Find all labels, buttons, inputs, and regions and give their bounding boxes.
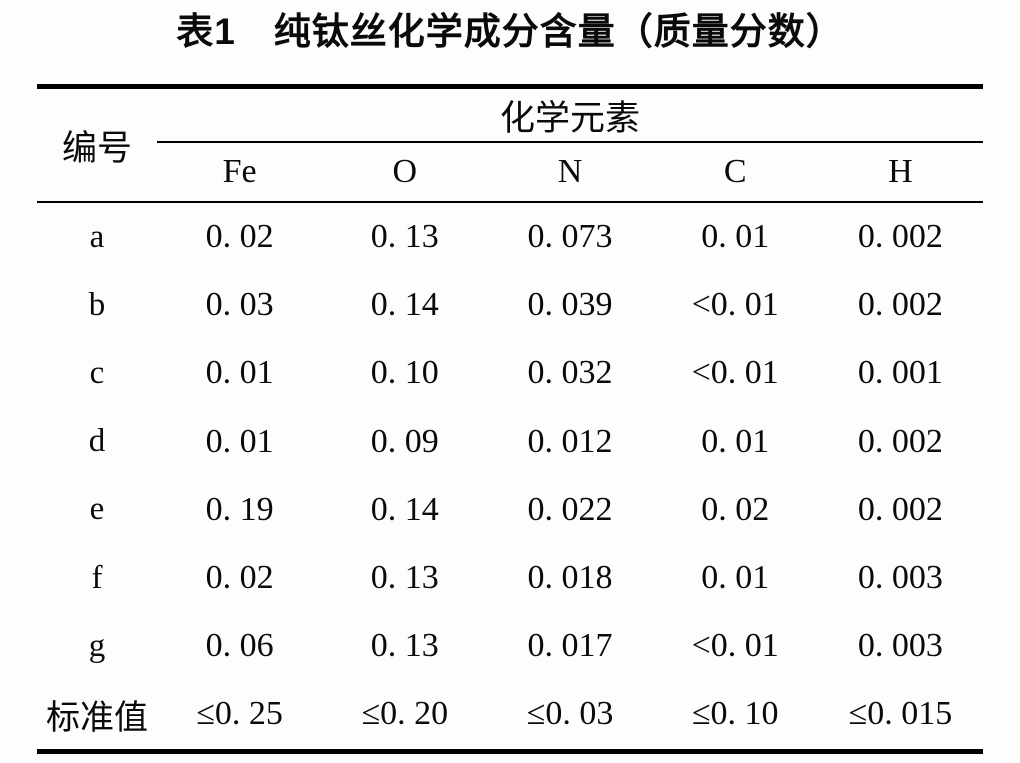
row-label: c [89, 354, 105, 391]
header-h: H [888, 153, 913, 190]
cell-c: ≤0. 10 [691, 695, 779, 733]
cell-h: 0. 002 [857, 286, 943, 324]
cell-c: <0. 01 [691, 286, 779, 324]
row-label: a [89, 218, 105, 255]
cell-o: 0. 13 [370, 627, 439, 665]
cell-c: 0. 01 [701, 559, 770, 597]
cell-h: ≤0. 015 [848, 695, 953, 733]
cell-o: 0. 13 [370, 559, 439, 597]
header-rule [37, 201, 983, 203]
cell-n: 0. 017 [527, 627, 613, 665]
row-label: 标准值 [46, 698, 148, 737]
cell-c: 0. 01 [701, 218, 770, 256]
cell-o: 0. 14 [370, 490, 439, 528]
header-o: O [392, 153, 418, 190]
header-c: C [723, 153, 747, 190]
cell-o: 0. 09 [370, 422, 439, 460]
cell-fe: 0. 02 [205, 218, 274, 256]
header-chemical-elements: 化学元素 [157, 89, 983, 143]
cell-fe: 0. 01 [205, 354, 274, 392]
cell-h: 0. 002 [857, 218, 943, 256]
cell-h: 0. 002 [857, 422, 943, 460]
cell-n: 0. 018 [527, 559, 613, 597]
table-row: e 0. 19 0. 14 0. 022 0. 02 0. 002 [37, 476, 983, 544]
table-row: d 0. 01 0. 09 0. 012 0. 01 0. 002 [37, 408, 983, 476]
table-row: g 0. 06 0. 13 0. 017 <0. 01 0. 003 [37, 612, 983, 680]
cell-n: 0. 073 [527, 218, 613, 256]
cell-c: 0. 01 [701, 422, 770, 460]
table-row: a 0. 02 0. 13 0. 073 0. 01 0. 002 [37, 203, 983, 271]
table-row: b 0. 03 0. 14 0. 039 <0. 01 0. 002 [37, 271, 983, 339]
table-header: 编号 化学元素 Fe O N C H [37, 89, 983, 201]
cell-c: <0. 01 [691, 627, 779, 665]
cell-fe: ≤0. 25 [196, 695, 283, 733]
header-fe: Fe [222, 153, 257, 190]
cell-h: 0. 003 [857, 627, 943, 665]
cell-n: 0. 012 [527, 422, 613, 460]
cell-fe: 0. 01 [205, 422, 274, 460]
cell-c: <0. 01 [691, 354, 779, 392]
cell-n: 0. 039 [527, 286, 613, 324]
cell-fe: 0. 19 [205, 490, 274, 528]
table-row: c 0. 01 0. 10 0. 032 <0. 01 0. 001 [37, 339, 983, 407]
table-title: 表1 纯钛丝化学成分含量（质量分数） [176, 11, 844, 52]
row-label: f [91, 559, 103, 596]
bottom-rule [37, 748, 983, 754]
cell-o: ≤0. 20 [361, 695, 449, 733]
cell-o: 0. 10 [370, 354, 439, 392]
row-label: d [88, 423, 106, 460]
cell-o: 0. 14 [370, 286, 439, 324]
cell-fe: 0. 06 [205, 627, 274, 665]
row-label: e [89, 491, 105, 528]
cell-n: 0. 022 [527, 490, 613, 528]
data-table: 编号 化学元素 Fe O N C H a 0. 02 0. 13 0. 073 … [37, 84, 983, 754]
cell-n: 0. 032 [527, 354, 613, 392]
row-label: b [88, 286, 106, 323]
header-number: 编号 [61, 128, 132, 168]
cell-fe: 0. 03 [205, 286, 274, 324]
cell-n: ≤0. 03 [526, 695, 614, 733]
table-row-standard-value: 标准值 ≤0. 25 ≤0. 20 ≤0. 03 ≤0. 10 ≤0. 015 [37, 680, 983, 748]
cell-h: 0. 003 [857, 559, 943, 597]
cell-h: 0. 002 [857, 490, 943, 528]
cell-c: 0. 02 [701, 490, 770, 528]
top-rule [37, 84, 983, 89]
cell-fe: 0. 02 [205, 559, 274, 597]
cell-o: 0. 13 [370, 218, 439, 256]
cell-h: 0. 001 [857, 354, 943, 392]
row-label: g [88, 627, 106, 664]
table-row: f 0. 02 0. 13 0. 018 0. 01 0. 003 [37, 544, 983, 612]
header-n: N [557, 153, 583, 190]
